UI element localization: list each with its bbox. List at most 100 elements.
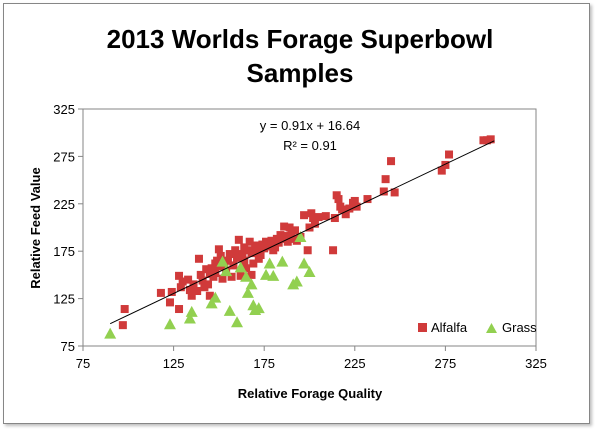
alfalfa-point (381, 175, 390, 184)
alfalfa-point (251, 241, 260, 250)
alfalfa-point (329, 246, 338, 255)
alfalfa-point (280, 222, 289, 231)
alfalfa-point (267, 236, 276, 245)
grass-point (185, 305, 198, 317)
alfalfa-point (285, 223, 294, 232)
x-tick-label: 175 (253, 356, 275, 371)
grass-point (303, 266, 316, 278)
grass-point (231, 316, 244, 328)
alfalfa-point (176, 283, 185, 292)
alfalfa-point (300, 211, 309, 220)
alfalfa-point (236, 271, 245, 280)
grass-point (263, 257, 276, 269)
alfalfa-point (213, 256, 222, 265)
y-tick-label: 225 (53, 197, 75, 212)
grass-point (234, 261, 247, 273)
alfalfa-point (225, 250, 234, 259)
y-tick-label: 125 (53, 292, 75, 307)
alfalfa-point (202, 265, 211, 274)
grass-point (260, 268, 273, 280)
grass-point (267, 269, 280, 281)
grass-point (216, 255, 229, 267)
legend-grass-label: Grass (502, 320, 537, 335)
trendline (109, 140, 495, 325)
alfalfa-point (338, 205, 347, 214)
alfalfa-point (379, 187, 388, 196)
grass-point (205, 297, 218, 309)
chart-title-line2: Samples (247, 58, 354, 88)
grass-point (298, 257, 311, 269)
alfalfa-point (309, 214, 318, 223)
alfalfa-point (193, 287, 202, 296)
alfalfa-point (441, 160, 450, 169)
alfalfa-point (238, 250, 247, 259)
grass-point (183, 312, 196, 324)
alfalfa-point (363, 195, 372, 204)
grass-point (241, 286, 254, 298)
plot-area: 75 125 175 225 275 325 75 125 175 225 275 325 (53, 102, 547, 371)
legend-alfalfa-marker (418, 323, 427, 332)
alfalfa-point (437, 166, 446, 175)
chart-title-line1: 2013 Worlds Forage Superbowl (107, 24, 494, 54)
alfalfa-point (156, 288, 165, 297)
alfalfa-point (185, 286, 194, 295)
grass-point (223, 304, 236, 316)
alfalfa-point (178, 277, 187, 286)
grass-point (294, 230, 307, 242)
alfalfa-point (249, 259, 258, 268)
alfalfa-point (350, 196, 359, 205)
grass-point (220, 265, 233, 277)
alfalfa-point (291, 226, 300, 235)
x-axis-label: Relative Forage Quality (238, 386, 383, 401)
alfalfa-point (227, 272, 236, 281)
x-tick-label: 275 (435, 356, 457, 371)
alfalfa-point (165, 298, 174, 307)
alfalfa-point (240, 256, 249, 265)
alfalfa-point (187, 291, 196, 300)
alfalfa-point (194, 254, 203, 263)
alfalfa-point (175, 271, 184, 280)
legend-alfalfa-label: Alfalfa (431, 320, 468, 335)
alfalfa-point (303, 246, 312, 255)
alfalfa-point (218, 274, 227, 283)
alfalfa-point (486, 135, 495, 144)
alfalfa-point (281, 232, 290, 241)
chart-frame (3, 3, 590, 424)
alfalfa-point (271, 243, 280, 252)
alfalfa-point (245, 237, 254, 246)
alfalfa-point (205, 291, 214, 300)
alfalfa-point (334, 195, 343, 204)
y-tick-label: 175 (53, 244, 75, 259)
x-tick-label: 325 (525, 356, 547, 371)
alfalfa-point (305, 223, 314, 232)
alfalfa-point (260, 244, 269, 253)
y-tick-label: 325 (53, 102, 75, 117)
x-tick-label: 125 (163, 356, 185, 371)
x-tick-label: 225 (344, 356, 366, 371)
grass-point (209, 291, 222, 303)
alfalfa-point (118, 321, 127, 330)
alfalfa-point (445, 150, 454, 159)
grass-point (245, 278, 258, 290)
alfalfa-point (345, 204, 354, 213)
y-tick-label: 275 (53, 149, 75, 164)
y-axis-label: Relative Feed Value (28, 167, 43, 288)
grass-point (240, 270, 253, 282)
alfalfa-point (234, 235, 243, 244)
alfalfa-point (341, 210, 350, 219)
alfalfa-point (330, 214, 339, 223)
x-tick-label: 75 (76, 356, 90, 371)
grass-point (276, 255, 289, 267)
grass-point (290, 275, 303, 287)
grass-point (252, 302, 265, 314)
alfalfa-point (198, 276, 207, 285)
trendline-equation: y = 0.91x + 16.64 (260, 118, 360, 133)
alfalfa-point (211, 269, 220, 278)
alfalfa-point (256, 250, 265, 259)
grass-point (104, 327, 117, 339)
alfalfa-point (175, 305, 184, 314)
alfalfa-point (223, 256, 232, 265)
alfalfa-point (387, 157, 396, 166)
alfalfa-point (307, 209, 316, 218)
